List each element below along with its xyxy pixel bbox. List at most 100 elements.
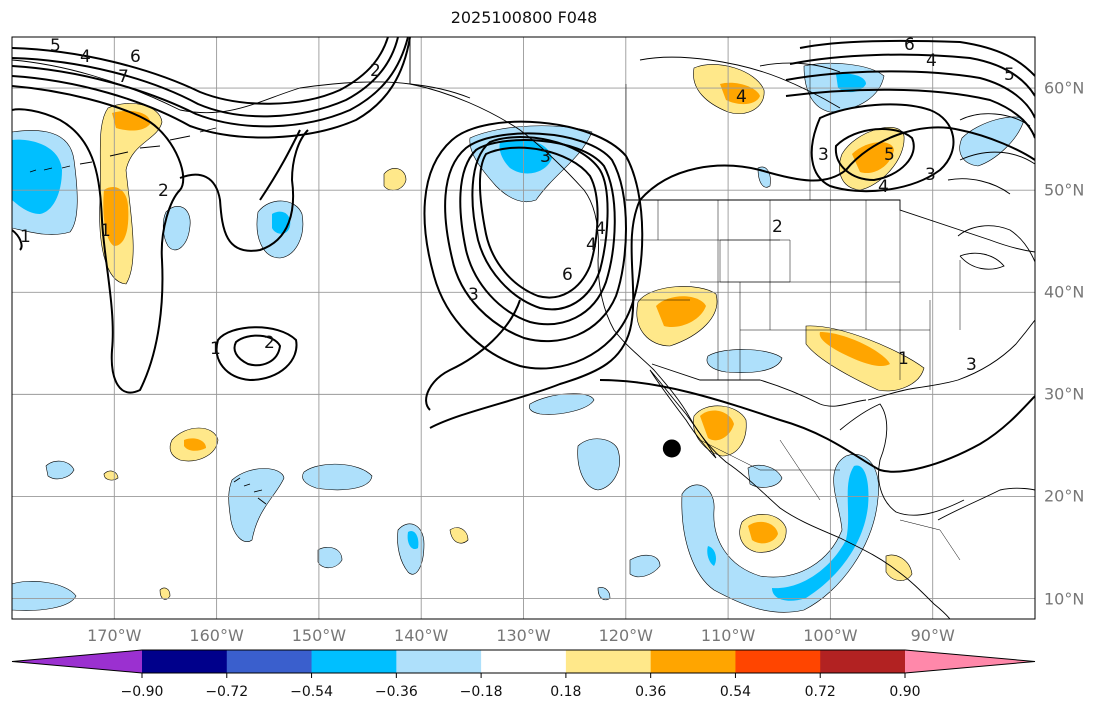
- contour-1-west: [12, 85, 185, 394]
- colorbar-extend-low: [12, 650, 142, 673]
- neg-anomaly: [629, 554, 661, 578]
- colorbar-tick-label: 0.18: [550, 684, 582, 700]
- contour-label: 4: [595, 219, 606, 239]
- contour-label: 2: [264, 333, 275, 353]
- longitude-label: 130°W: [496, 626, 551, 645]
- colorbar-tick-label: −0.36: [374, 684, 418, 700]
- contour-label: 7: [118, 67, 129, 87]
- contour-label: 4: [926, 51, 937, 71]
- aleutian-islands: [29, 127, 217, 173]
- us-canada-border: [626, 199, 1035, 253]
- latitude-label: 40°N: [1044, 282, 1085, 302]
- gulf-coastline: [867, 319, 1035, 401]
- colorbar-tick-label: 0.36: [635, 684, 667, 700]
- neg-anomaly: [45, 460, 75, 480]
- longitude-label: 100°W: [803, 626, 858, 645]
- contour-label: 4: [80, 47, 91, 67]
- contour-label: 5: [1004, 65, 1015, 85]
- longitude-label: 90°W: [910, 626, 955, 645]
- colorbar-segment: [650, 650, 736, 673]
- contour-label: 6: [130, 47, 141, 67]
- yucatan-coast: [937, 487, 1035, 521]
- colorbar-segment: [142, 650, 228, 673]
- contour-label: 3: [925, 165, 936, 185]
- longitude-label: 170°W: [87, 626, 142, 645]
- contour-2-west: [179, 129, 309, 252]
- colorbar-tick-label: 0.54: [719, 684, 752, 700]
- pos-anomaly-core: [819, 332, 890, 367]
- contour-label: 3: [468, 285, 479, 305]
- contour-label: 6: [904, 35, 915, 55]
- pos-anomaly-core: [700, 410, 734, 441]
- contour-north-3: [12, 37, 409, 128]
- pos-anomaly-core: [112, 110, 151, 131]
- contour-label: 2: [370, 61, 381, 81]
- colorbar-segment: [481, 650, 567, 673]
- pos-anomaly-core: [656, 296, 706, 328]
- longitude-label: 160°W: [189, 626, 244, 645]
- neg-anomaly: [397, 523, 425, 575]
- neg-anomaly-core: [836, 73, 866, 93]
- contour-label: 3: [818, 145, 829, 165]
- trough-3: [459, 139, 616, 326]
- contour-label: 2: [158, 181, 169, 201]
- colorbar-segment: [820, 650, 906, 673]
- contour-north-east: [785, 39, 1035, 139]
- longitude-label: 150°W: [291, 626, 347, 645]
- latitude-label: 30°N: [1044, 384, 1085, 404]
- height-contours: [12, 37, 1035, 473]
- colorbar: [11, 649, 1036, 678]
- neg-anomaly: [228, 468, 285, 542]
- baja-peninsula: [649, 369, 717, 459]
- contour-label: 3: [966, 355, 977, 375]
- us-mexico-border: [651, 363, 867, 407]
- pos-anomaly-core: [852, 142, 894, 174]
- latitude-label: 60°N: [1044, 78, 1085, 98]
- location-marker: [662, 439, 681, 458]
- colorbar-segment: [311, 650, 397, 673]
- neg-anomaly: [597, 587, 611, 601]
- colorbar-segment: [226, 650, 313, 673]
- contour-label: 5: [884, 145, 895, 165]
- coastlines: [12, 40, 1035, 619]
- mexico-states: [699, 439, 961, 561]
- neg-anomaly-core: [407, 530, 419, 550]
- latitude-label: 10°N: [1044, 589, 1085, 609]
- colorbar-tick-label: 0.72: [804, 684, 836, 700]
- contour-label: 1: [898, 349, 909, 369]
- great-lakes: [957, 225, 1035, 270]
- contour-label: 1: [20, 227, 31, 247]
- colorbar-tick-label: −0.90: [120, 684, 164, 700]
- colorbar-tick-label: −0.72: [205, 684, 249, 700]
- neg-anomaly-core: [12, 139, 62, 214]
- longitude-label: 140°W: [394, 626, 449, 645]
- trough-4: [444, 132, 627, 343]
- longitude-label: 120°W: [598, 626, 653, 645]
- neg-anomaly-core: [707, 465, 869, 601]
- contour-2-main: [429, 126, 1035, 429]
- colorbar-tick-label: −0.18: [459, 684, 503, 700]
- hawaii-islands: [233, 477, 267, 505]
- contour-ridge-4: [834, 128, 915, 182]
- latitude-label: 20°N: [1044, 486, 1085, 506]
- figure-title: 2025100800 F048: [450, 8, 598, 27]
- pos-anomaly: [449, 527, 469, 544]
- trough-1: [471, 136, 609, 311]
- pos-anomaly: [383, 168, 407, 191]
- contour-north-2: [12, 37, 399, 118]
- latitude-label: 50°N: [1044, 180, 1085, 200]
- map-frame: [11, 36, 1036, 620]
- hudson-bay-coast: [947, 113, 1035, 195]
- state-lines: [600, 40, 961, 390]
- colorbar-extend-high: [905, 650, 1035, 673]
- longitude-label: 110°W: [700, 626, 756, 645]
- neg-anomaly: [577, 438, 620, 491]
- contour-north-1: [12, 37, 389, 105]
- colorbar-segment: [565, 650, 652, 673]
- neg-anomaly: [12, 581, 77, 611]
- contour-label: 4: [878, 177, 889, 197]
- neg-anomaly: [317, 547, 343, 569]
- contour-label: 6: [562, 265, 573, 285]
- colorbar-tick-label: 0.90: [889, 684, 921, 700]
